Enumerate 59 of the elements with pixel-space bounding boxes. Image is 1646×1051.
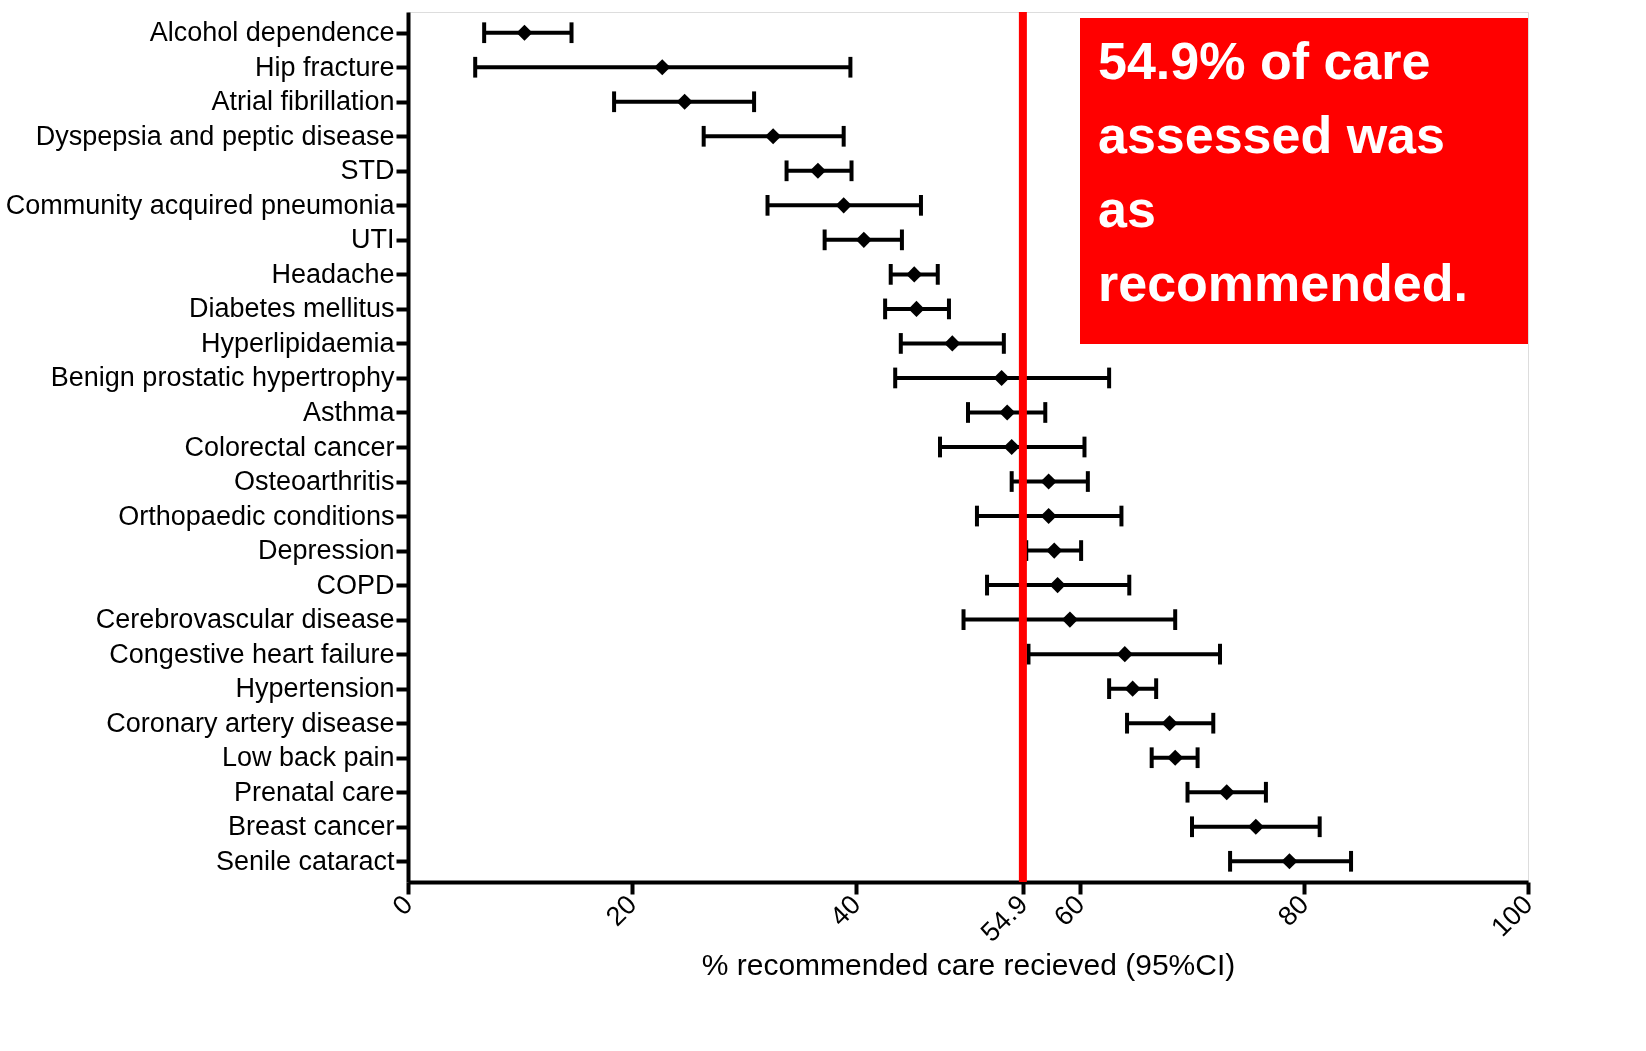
point (1040, 473, 1057, 490)
x-axis-title: % recommended care recieved (95%CI) (701, 947, 1236, 981)
y-tick-label: Community acquired pneumonia (5, 189, 396, 220)
y-tick-label: Coronary artery disease (106, 707, 395, 738)
y-tick-label: Breast cancer (227, 811, 395, 842)
y-tick-label: Headache (271, 258, 395, 289)
point (855, 231, 872, 248)
y-tick-label: Hip fracture (254, 51, 395, 82)
y-tick-label: UTI (351, 224, 395, 255)
y-tick-label: Benign prostatic hypertrophy (50, 362, 395, 393)
point (1247, 818, 1264, 835)
x-tick-label: 80 (1271, 889, 1315, 932)
point (654, 59, 671, 76)
point (1167, 749, 1184, 766)
y-tick-label: Alcohol dependence (149, 17, 395, 48)
x-tick-label: 20 (599, 889, 643, 932)
y-tick-label: Colorectal cancer (184, 431, 395, 462)
point (1116, 646, 1133, 663)
point (835, 197, 852, 214)
y-tick-label: Low back pain (221, 742, 395, 773)
y-tick-label: Hypertension (235, 673, 395, 704)
x-tick-label: 40 (823, 889, 867, 932)
point (1124, 680, 1141, 697)
x-tick-label: 54.9 (974, 889, 1034, 948)
point (1040, 507, 1057, 525)
y-tick-label: Senile cataract (215, 845, 395, 876)
y-tick-label: Depression (257, 535, 395, 566)
point (1049, 577, 1066, 594)
x-tick-label: 60 (1047, 889, 1091, 932)
y-tick-label: STD (340, 155, 395, 186)
point (1046, 542, 1063, 559)
y-tick-label: Cerebrovascular disease (95, 604, 395, 635)
point (1218, 784, 1235, 801)
point (999, 404, 1016, 421)
x-tick-label: 100 (1485, 889, 1539, 943)
y-tick-label: Diabetes mellitus (188, 293, 395, 324)
y-tick-label: Osteoarthritis (233, 466, 395, 497)
point (1281, 853, 1298, 870)
x-tick-label: 0 (386, 889, 419, 922)
point (809, 162, 826, 179)
y-tick-label: Asthma (302, 396, 396, 427)
point (676, 93, 693, 110)
point (1003, 438, 1020, 456)
y-tick-label: Prenatal care (233, 776, 395, 807)
point (1161, 715, 1178, 732)
y-tick-label: COPD (316, 569, 395, 600)
point (906, 266, 923, 283)
point (993, 369, 1010, 387)
point (765, 128, 782, 145)
point (908, 300, 925, 317)
y-tick-label: Dyspepsia and peptic disease (35, 120, 395, 151)
point (1061, 611, 1078, 628)
point (944, 335, 961, 352)
y-tick-label: Hyperlipidaemia (200, 327, 396, 358)
point (516, 24, 533, 41)
y-tick-label: Congestive heart failure (109, 638, 395, 669)
annotation: 54.9% of care assessed was as recommended. (1098, 32, 1468, 312)
y-tick-label: Atrial fibrillation (211, 86, 395, 117)
y-tick-label: Orthopaedic conditions (118, 500, 395, 531)
